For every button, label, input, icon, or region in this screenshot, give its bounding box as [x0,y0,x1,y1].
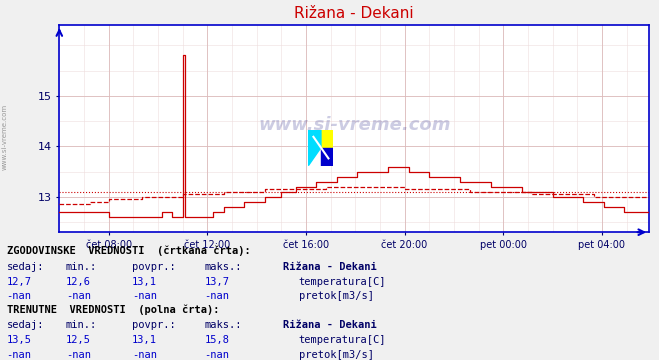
Text: -nan: -nan [7,350,32,360]
Text: min.:: min.: [66,262,97,272]
Bar [321,130,333,148]
Polygon shape [321,130,333,148]
Title: Rižana - Dekani: Rižana - Dekani [295,6,414,21]
Text: -nan: -nan [204,350,229,360]
Text: povpr.:: povpr.: [132,320,175,330]
Text: TRENUTNE  VREDNOSTI  (polna črta):: TRENUTNE VREDNOSTI (polna črta): [7,305,219,315]
Text: ZGODOVINSKE  VREDNOSTI  (črtkana črta):: ZGODOVINSKE VREDNOSTI (črtkana črta): [7,245,250,256]
Text: 13,1: 13,1 [132,336,157,346]
Text: www.si-vreme.com: www.si-vreme.com [258,116,451,134]
Text: Rižana - Dekani: Rižana - Dekani [283,262,377,272]
Text: Rižana - Dekani: Rižana - Dekani [283,320,377,330]
Text: -nan: -nan [7,291,32,301]
Text: 12,5: 12,5 [66,336,91,346]
Text: 13,1: 13,1 [132,277,157,287]
Text: -nan: -nan [66,350,91,360]
Text: 15,8: 15,8 [204,336,229,346]
Text: sedaj:: sedaj: [7,320,44,330]
Text: -nan: -nan [66,291,91,301]
Polygon shape [308,130,321,166]
Text: -nan: -nan [204,291,229,301]
Text: temperatura[C]: temperatura[C] [299,277,386,287]
Text: sedaj:: sedaj: [7,262,44,272]
Text: temperatura[C]: temperatura[C] [299,336,386,346]
Text: 13,5: 13,5 [7,336,32,346]
Text: min.:: min.: [66,320,97,330]
Text: 12,6: 12,6 [66,277,91,287]
Text: -nan: -nan [132,350,157,360]
Text: 13,7: 13,7 [204,277,229,287]
Bar [321,148,333,166]
Text: maks.:: maks.: [204,320,242,330]
Text: 12,7: 12,7 [7,277,32,287]
Text: maks.:: maks.: [204,262,242,272]
Text: pretok[m3/s]: pretok[m3/s] [299,350,374,360]
Text: povpr.:: povpr.: [132,262,175,272]
Text: pretok[m3/s]: pretok[m3/s] [299,291,374,301]
Text: -nan: -nan [132,291,157,301]
Text: www.si-vreme.com: www.si-vreme.com [2,104,8,170]
